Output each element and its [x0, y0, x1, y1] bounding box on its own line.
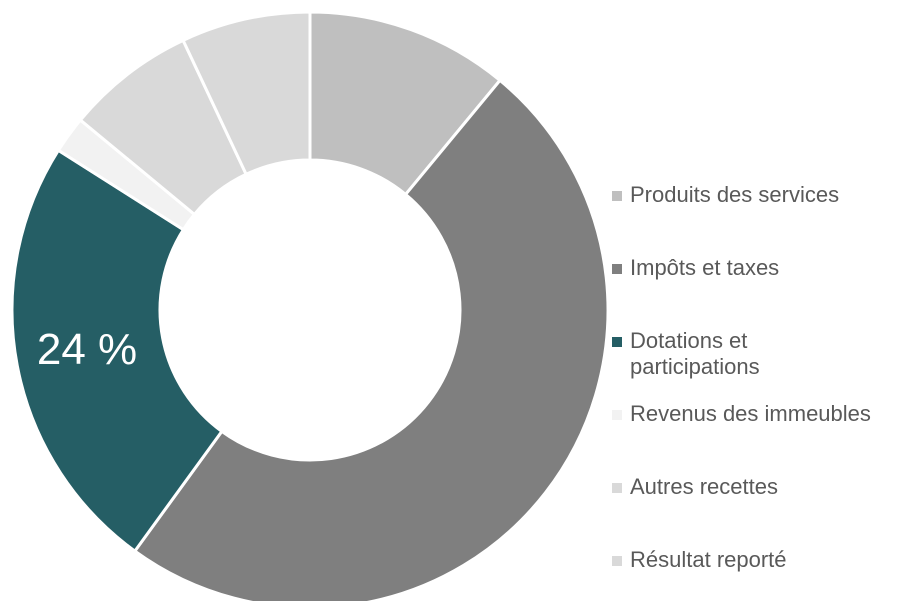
slice-5 — [181, 10, 312, 177]
legend-swatch-5 — [612, 556, 622, 566]
legend-item-1: Impôts et taxes — [612, 255, 779, 281]
donut-svg: 24 % — [10, 10, 610, 601]
legend-item-3: Revenus des immeubles — [612, 401, 871, 427]
legend-swatch-4 — [612, 483, 622, 493]
legend-item-4: Autres recettes — [612, 474, 778, 500]
legend-label-0: Produits des services — [630, 182, 840, 207]
slice-2 — [10, 148, 224, 554]
legend-swatch-3 — [612, 410, 622, 420]
legend-label-4: Autres recettes — [630, 474, 778, 499]
legend-item-2: Dotations et participations — [612, 328, 760, 380]
legend-item-5: Résultat reporté — [612, 547, 787, 573]
legend-item-0: Produits des services — [612, 182, 839, 208]
legend-swatch-2 — [612, 337, 622, 347]
legend-label-5: Résultat reporté — [630, 547, 787, 572]
legend-label-3: Revenus des immeubles — [630, 401, 871, 426]
legend-swatch-1 — [612, 264, 622, 274]
legend-swatch-0 — [612, 191, 622, 201]
legend-label-1: Impôts et taxes — [630, 255, 780, 280]
slice-data-label-2: 24 % — [37, 325, 137, 374]
slice-1 — [132, 78, 610, 601]
legend-label-2: Dotations et participations — [630, 328, 760, 379]
